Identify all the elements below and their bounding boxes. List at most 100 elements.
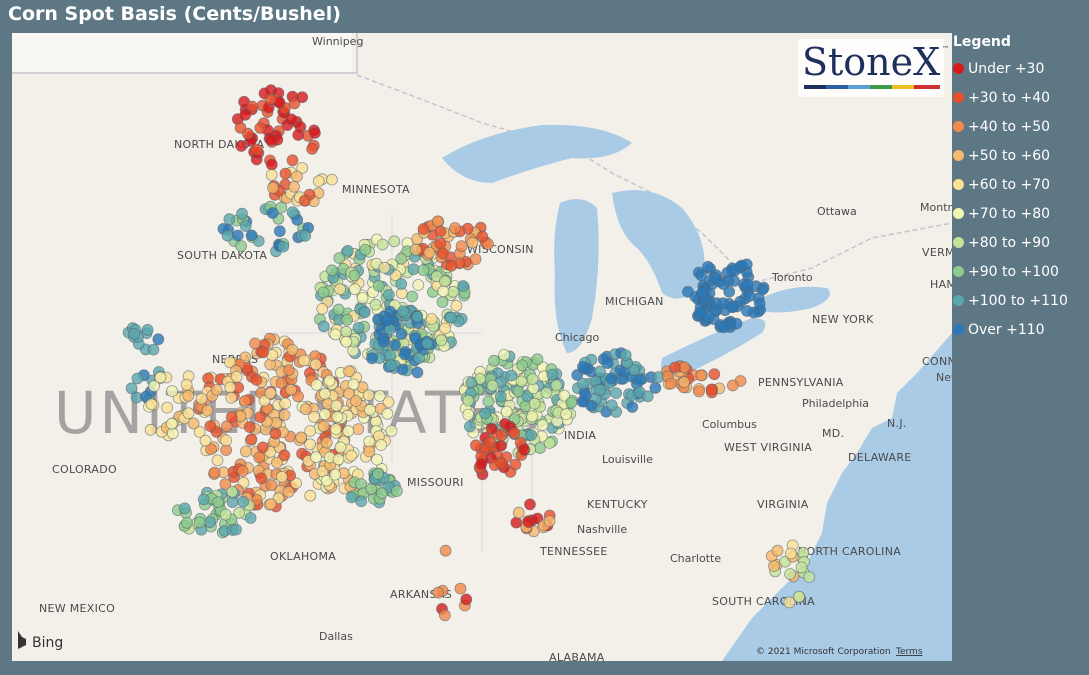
- site-dot: [438, 609, 451, 622]
- legend-item: +70 to +80: [953, 199, 1089, 228]
- site-dot: [317, 420, 330, 433]
- state-label: VIRGINIA: [757, 498, 809, 511]
- site-dot: [295, 431, 308, 444]
- site-dot: [708, 368, 721, 381]
- site-dot: [512, 506, 525, 519]
- site-dot: [682, 285, 694, 298]
- site-dot: [239, 395, 251, 407]
- site-dot: [309, 358, 322, 371]
- site-dot: [585, 399, 598, 412]
- site-dot: [250, 373, 263, 386]
- site-dot: [334, 441, 347, 454]
- site-dot: [457, 280, 469, 292]
- city-label: Dallas: [319, 630, 353, 643]
- site-dot: [148, 380, 161, 393]
- site-dot: [485, 422, 498, 435]
- logo-stripe: [892, 85, 914, 89]
- site-dot: [144, 423, 157, 436]
- site-dot: [669, 361, 681, 374]
- site-dot: [438, 275, 451, 288]
- site-dot: [678, 376, 690, 389]
- site-dot: [373, 389, 386, 402]
- site-dot: [526, 373, 539, 386]
- site-dot: [515, 375, 528, 388]
- site-dot: [423, 246, 436, 259]
- site-dot: [255, 472, 268, 485]
- site-dot: [435, 334, 448, 347]
- site-dot: [325, 264, 338, 277]
- site-dot: [771, 544, 784, 557]
- site-dot: [601, 357, 614, 370]
- site-dot: [528, 397, 541, 410]
- site-dot: [437, 285, 450, 298]
- logo-stripe: [804, 85, 826, 89]
- site-dot: [385, 424, 398, 437]
- bing-attribution: Bing © 2021 Microsoft Corporation Terms: [18, 631, 923, 657]
- site-dot: [717, 297, 730, 310]
- site-dot: [254, 122, 267, 134]
- bing-text: Bing: [32, 635, 63, 651]
- site-dot: [299, 229, 312, 242]
- legend-swatch: [953, 150, 964, 161]
- site-dot: [436, 247, 449, 260]
- city-label: Charlotte: [670, 552, 721, 565]
- site-dot: [152, 333, 165, 346]
- legend-item: +90 to +100: [953, 257, 1089, 286]
- site-dot: [296, 91, 309, 104]
- site-dot: [225, 411, 238, 424]
- site-dot: [239, 220, 252, 232]
- site-dot: [516, 359, 529, 372]
- site-dot: [543, 515, 556, 528]
- legend-swatch: [953, 92, 964, 103]
- site-dot: [463, 420, 476, 433]
- site-dot: [234, 121, 247, 134]
- site-dot: [411, 310, 424, 323]
- legend-item: Under +30: [953, 54, 1089, 83]
- site-dot: [345, 449, 358, 462]
- site-dot: [577, 360, 589, 373]
- site-dot: [317, 286, 330, 299]
- state-label: N.J.: [887, 417, 907, 430]
- legend-swatch: [953, 324, 964, 335]
- legend-swatch: [953, 295, 964, 306]
- city-label: Louisville: [602, 453, 653, 466]
- terms-link[interactable]: Terms: [895, 647, 923, 657]
- state-label: DELAWARE: [848, 451, 912, 464]
- site-dot: [558, 389, 571, 402]
- legend-label: +40 to +50: [968, 118, 1051, 135]
- site-dot: [432, 586, 445, 599]
- site-dot: [329, 468, 342, 481]
- site-dot: [484, 436, 496, 449]
- site-dot: [436, 296, 449, 309]
- site-dot: [182, 389, 195, 402]
- state-label: WEST VIRGINIA: [724, 441, 812, 454]
- site-dot: [377, 335, 390, 348]
- site-dot: [342, 425, 355, 438]
- site-dot: [508, 427, 521, 440]
- site-dot: [265, 169, 278, 181]
- state-label: NORTH CAROLINA: [798, 545, 901, 558]
- site-dot: [286, 206, 299, 219]
- site-dot: [594, 365, 606, 378]
- site-dot: [641, 390, 654, 403]
- site-dot: [396, 363, 409, 376]
- state-label: ALABAMA: [549, 651, 605, 661]
- site-dot: [141, 323, 154, 336]
- site-dot: [269, 427, 282, 440]
- site-dot: [219, 508, 232, 521]
- site-dot: [312, 175, 325, 188]
- site-dot: [384, 349, 397, 362]
- canada-land: [12, 33, 352, 73]
- site-dot: [695, 369, 708, 382]
- site-dot: [225, 391, 238, 404]
- site-dot: [352, 423, 365, 436]
- site-dot: [495, 429, 508, 442]
- site-dot: [785, 547, 797, 560]
- site-dot: [417, 223, 430, 235]
- site-dot: [329, 423, 342, 436]
- site-dot: [366, 352, 378, 365]
- site-dot: [378, 261, 391, 274]
- site-dot: [352, 321, 365, 334]
- site-dot: [288, 97, 301, 110]
